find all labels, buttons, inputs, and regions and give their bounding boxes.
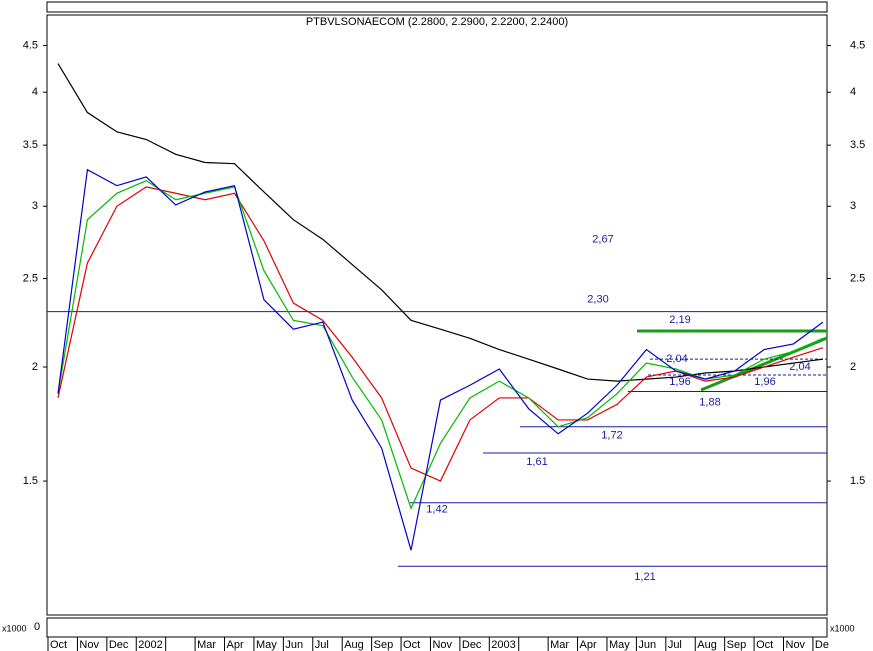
x-tick-label: Jun	[638, 639, 656, 651]
series-line	[57, 168, 824, 551]
x-tick-label: Nov	[786, 639, 806, 651]
x-tick-label: Oct	[50, 639, 67, 651]
y-tick-label: 2	[32, 361, 38, 373]
y-tick-label: 2.5	[23, 272, 38, 284]
y-tick-label: 4.5	[850, 39, 865, 51]
y-tick-label: 3	[32, 200, 38, 212]
y-tick-label: 4	[850, 86, 856, 98]
level-label: 1,21	[634, 571, 655, 583]
x-tick-label: Sep	[374, 639, 394, 651]
x-tick-label: Mar	[197, 639, 216, 651]
x-tick-label: Aug	[344, 639, 364, 651]
x-tick-label: May	[609, 639, 630, 651]
level-label: 2,04	[666, 353, 687, 365]
volume-zero: 0	[34, 621, 40, 633]
y-tick-label: 4	[32, 86, 38, 98]
y-tick-label: 3.5	[850, 139, 865, 151]
y-tick-label: 1.5	[850, 475, 865, 487]
trend-line	[700, 336, 828, 392]
x-tick-label: May	[256, 639, 277, 651]
x-tick-label: Apr	[580, 639, 597, 651]
x-tick-label: Dec	[462, 639, 482, 651]
level-label: 1,96	[669, 376, 690, 388]
series-line	[57, 63, 823, 382]
level-label: 1,61	[526, 456, 547, 468]
x-tick-label: Sep	[727, 639, 747, 651]
x-tick-label: Mar	[550, 639, 569, 651]
x-tick-label: 2003	[491, 639, 515, 651]
y-tick-label: 1.5	[23, 475, 38, 487]
chart-title: PTBVLSONAECOM (2.2800, 2.2900, 2.2200, 2…	[306, 16, 568, 28]
x-tick-label: Dec	[109, 639, 129, 651]
x-tick-label: Oct	[403, 639, 420, 651]
level-label: 2,19	[669, 314, 690, 326]
level-label: 2,04	[789, 361, 810, 373]
volume-unit: x1000	[830, 623, 855, 633]
plot-frame	[46, 14, 828, 616]
level-label: 1,96	[754, 376, 775, 388]
x-tick-label: Jul	[668, 639, 682, 651]
level-label: 2,30	[587, 294, 608, 306]
x-tick-label: De	[815, 639, 829, 651]
series-line	[57, 186, 824, 482]
overview-strip	[46, 1, 828, 13]
series-line	[57, 179, 824, 511]
y-tick-label: 3	[850, 200, 856, 212]
level-label: 1,88	[699, 396, 720, 408]
x-tick-label: Oct	[756, 639, 773, 651]
x-tick-label: Nov	[432, 639, 452, 651]
x-tick-label: Jul	[315, 639, 329, 651]
level-label: 1,42	[426, 504, 447, 516]
volume-panel	[46, 617, 828, 638]
y-tick-label: 4.5	[23, 39, 38, 51]
x-tick-label: Aug	[697, 639, 717, 651]
level-label: 1,72	[601, 430, 622, 442]
y-tick-label: 2.5	[850, 272, 865, 284]
volume-unit: x1000	[2, 623, 27, 633]
x-tick-label: 2002	[138, 639, 162, 651]
level-label: 2,67	[592, 233, 613, 245]
x-tick-label: Jun	[285, 639, 303, 651]
x-tick-label: Nov	[79, 639, 99, 651]
y-tick-label: 3.5	[23, 139, 38, 151]
y-tick-label: 2	[850, 361, 856, 373]
x-tick-label: Apr	[227, 639, 244, 651]
